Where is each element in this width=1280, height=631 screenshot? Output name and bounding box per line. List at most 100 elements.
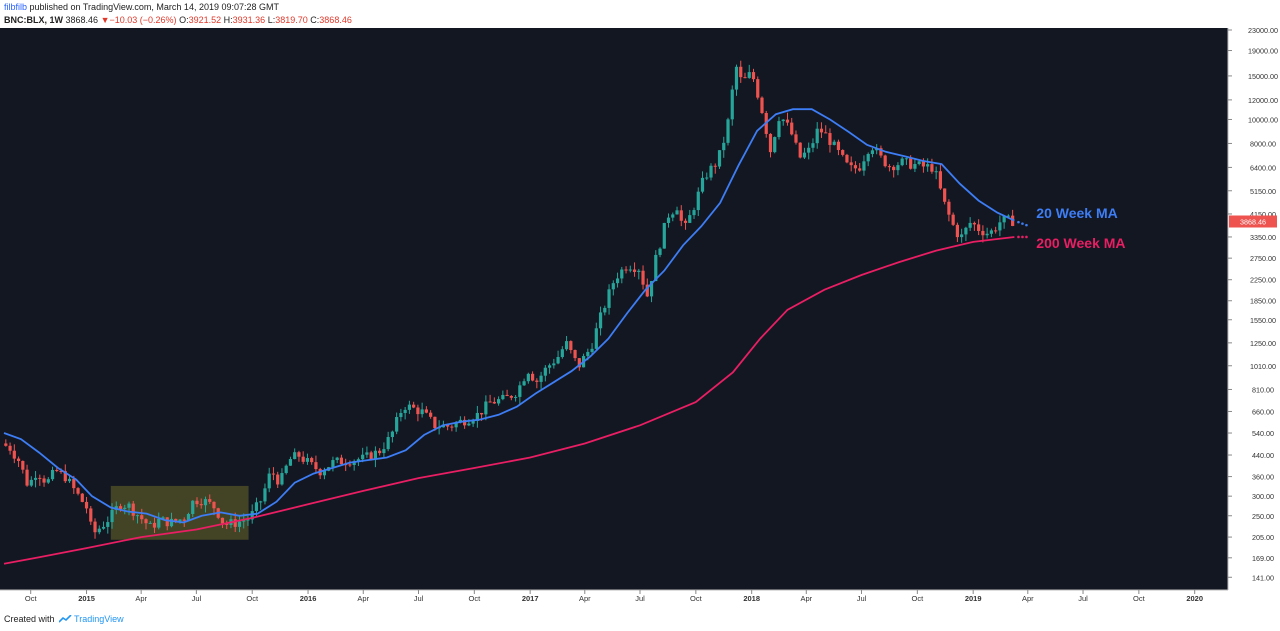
brand-link[interactable]: TradingView [74,614,124,624]
time-axis[interactable]: Oct 2015 Apr Jul Oct 2016 Apr Jul Oct 2017 Apr Jul O… [25,590,1203,603]
candle-body [178,519,182,521]
candle-body [110,509,114,523]
tradingview-logo-icon [59,615,72,623]
candle-body [63,471,67,482]
candle-body [700,177,705,192]
candle-body [233,519,237,527]
candle-body [161,517,165,519]
candle-body [654,254,658,282]
candle-body [356,459,361,462]
candle-body [739,66,743,78]
candle-body [781,119,785,122]
candle-body [220,517,225,524]
time-axis-background [0,590,1228,606]
ma-projection-dot [1025,235,1028,239]
candle-body [641,270,645,285]
candle-body [38,477,42,479]
candle-body [849,162,853,166]
candle-body [246,519,250,521]
candle-body [424,409,428,413]
candle-body [964,227,968,235]
candle-body [696,191,700,211]
candle-body [671,214,675,218]
price-axis[interactable]: 23000.00 19000.00 15000.00 12000.00 10000.00… [1228,26,1278,582]
candle-body [985,233,989,236]
price-tick-label: 5150.00 [1250,187,1276,196]
time-tick-label: Oct [690,594,703,603]
ma-projection-dot [1025,223,1028,227]
candle-body [191,500,195,514]
candle-body [182,519,186,521]
candle-body [539,375,543,382]
price-tick-label: 1850.00 [1250,297,1276,306]
price-tick-label: 205.00 [1252,533,1274,542]
candle-body [836,141,841,151]
candle-body [756,79,760,98]
candle-body [807,147,811,153]
candle-body [259,501,263,503]
candle-body [522,381,526,386]
high-value: 3931.36 [232,15,266,25]
candle-body [773,137,777,153]
candle-body [972,222,976,225]
candle-body [297,452,301,457]
time-tick-label: 2017 [522,594,539,603]
ma200-line [3,236,1015,565]
candle-body [29,479,33,486]
candle-body [960,234,964,238]
chart-area[interactable]: 23000.00 19000.00 15000.00 12000.00 10000.00… [0,26,1280,606]
time-tick-label: Apr [135,594,147,603]
price-tick-label: 1550.00 [1250,316,1276,325]
candle-body [645,284,649,297]
close-value: 3868.46 [319,15,352,25]
candle-body [140,515,144,520]
candle-body [310,458,314,463]
candle-body [977,224,981,231]
time-tick-label: Apr [579,594,591,603]
candle-body [475,412,479,421]
candle-body [666,217,671,223]
candle-body [365,452,369,455]
candle-body [144,519,148,524]
price-tick-label: 6400.00 [1250,163,1276,172]
candle-body [127,503,131,508]
candle-body [717,150,722,167]
candle-body [547,365,552,368]
candle-body [594,328,598,349]
candle-body [577,358,581,368]
candle-body [407,404,411,410]
time-tick-label: Jul [192,594,202,603]
candle-body [603,307,607,313]
symbol-label[interactable]: BNC:BLX, 1W [4,15,63,25]
candle-body [263,488,267,502]
time-tick-label: 2019 [965,594,982,603]
candle-body [790,122,794,135]
candle-body [382,449,386,454]
candle-body [89,508,93,522]
candle-body [322,470,327,476]
candle-body [225,523,229,525]
candle-body [768,133,773,153]
candle-body [785,119,790,123]
candle-body [280,473,284,485]
price-change: −10.03 (−0.26%) [109,15,177,25]
publish-text: published on TradingView.com, March 14, … [27,2,279,12]
candle-body [777,121,781,138]
candle-body [433,416,437,429]
open-value: 3921.52 [188,15,222,25]
candle-body [730,89,734,120]
candle-body [892,166,896,171]
price-tick-label: 8000.00 [1250,139,1276,148]
candle-body [467,423,471,426]
candle-body [688,215,692,223]
candle-body [284,465,288,474]
author-link[interactable]: filbfilb [4,2,28,12]
price-tick-label: 2250.00 [1250,276,1276,285]
price-chart[interactable]: 23000.00 19000.00 15000.00 12000.00 10000.00… [0,26,1280,606]
candle-body [67,478,72,482]
candle-body [335,457,339,461]
candle-body [743,77,747,79]
candle-body [203,499,208,506]
ma20-line [3,108,1015,524]
time-tick-label: Jul [857,594,867,603]
